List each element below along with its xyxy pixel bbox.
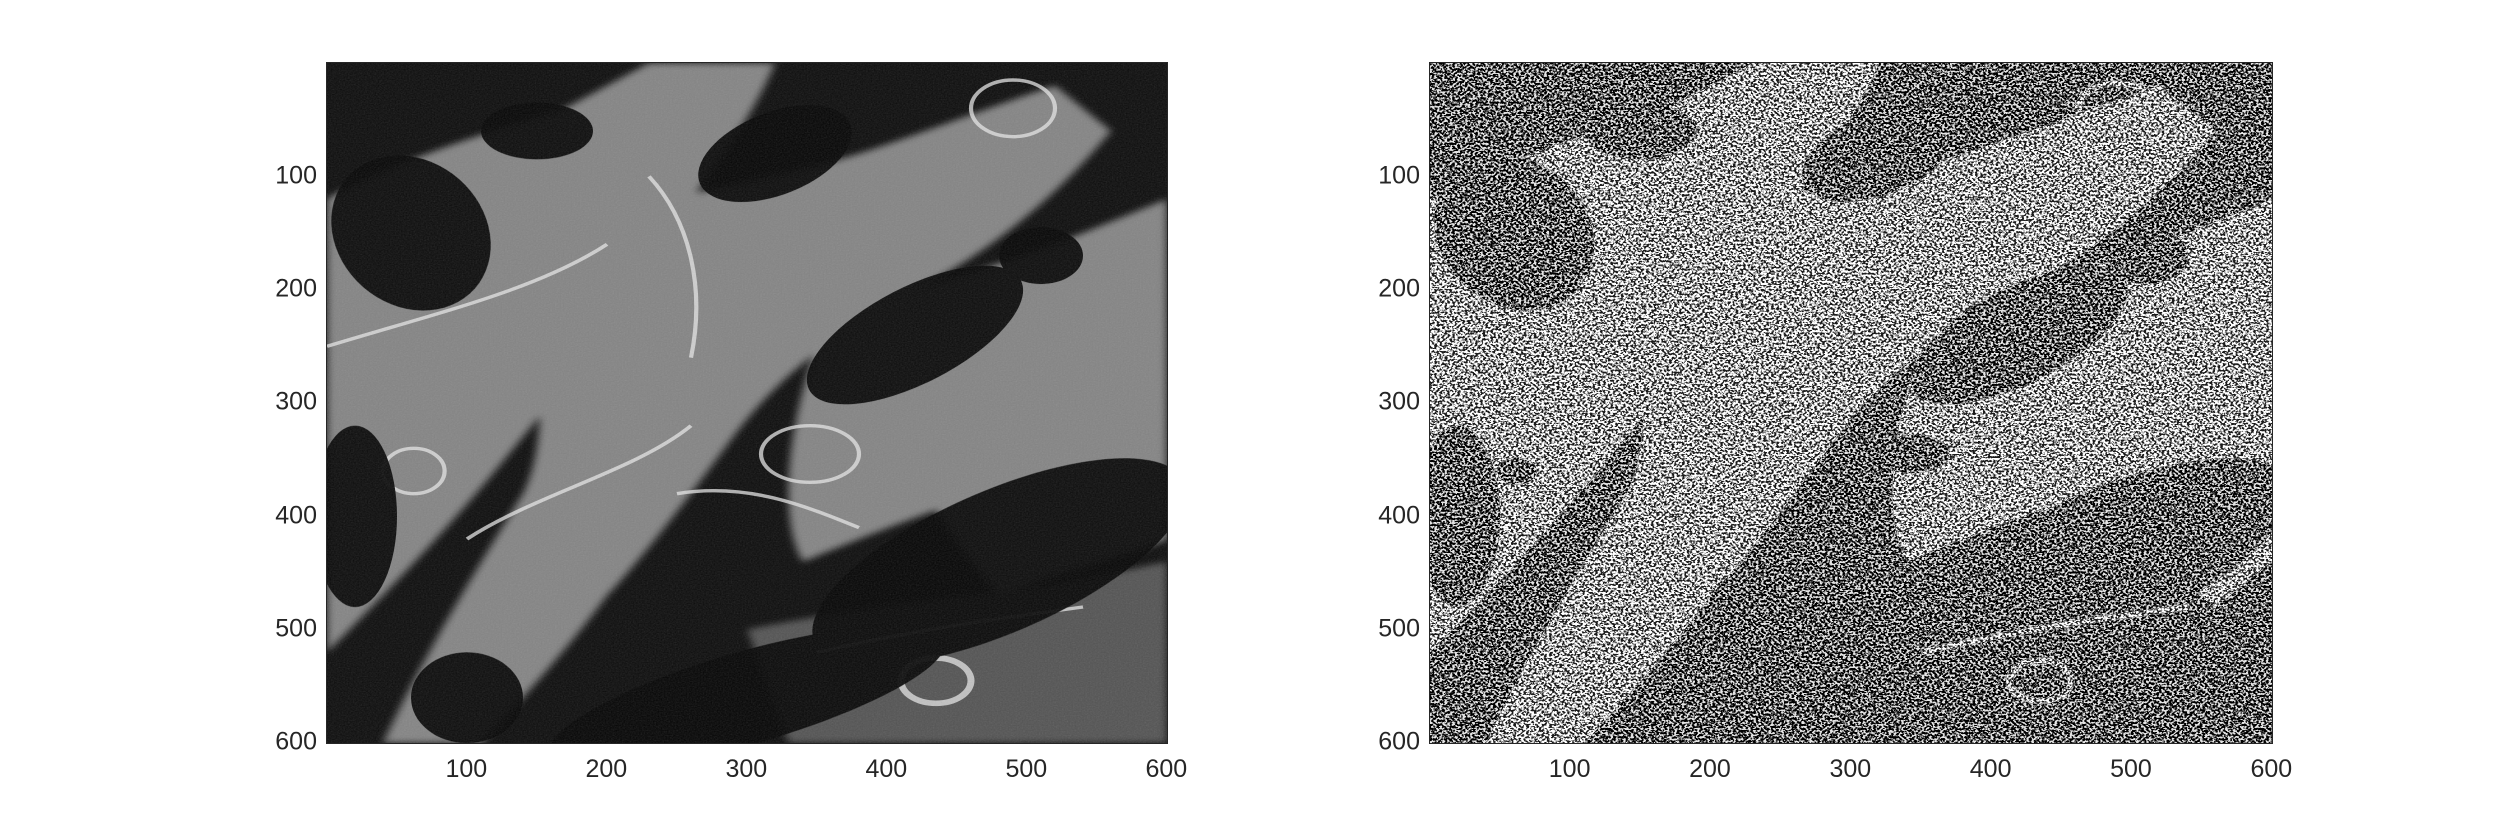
x-tick-label: 500 [1005,755,1048,783]
x-tick-label: 400 [865,755,908,783]
x-tick-label: 100 [445,755,488,783]
left-image-axes [326,62,1168,744]
y-tick-label: 400 [1378,501,1420,530]
binary-mask-image [1430,63,2272,743]
y-tick-label: 200 [275,274,317,303]
y-tick-label: 500 [275,614,317,643]
y-tick-label: 100 [275,161,317,190]
y-tick-label: 600 [1378,727,1420,756]
y-tick-label: 300 [275,387,317,416]
y-tick-label: 400 [275,501,317,530]
y-tick-label: 200 [1378,274,1420,303]
right-image-axes [1429,62,2273,744]
y-tick-label: 300 [1378,387,1420,416]
grayscale-cell-image [327,63,1167,743]
x-tick-label: 300 [1829,755,1872,783]
y-tick-label: 100 [1378,161,1420,190]
x-tick-label: 100 [1548,755,1591,783]
x-tick-label: 200 [1689,755,1731,783]
y-tick-label: 500 [1378,614,1420,643]
x-tick-label: 200 [585,755,628,783]
x-tick-label: 300 [725,755,768,783]
x-tick-label: 400 [1969,755,2012,783]
x-tick-label: 600 [2250,755,2293,783]
x-tick-label: 600 [1145,755,1188,783]
y-tick-label: 600 [275,727,317,756]
x-tick-label: 500 [2110,755,2152,783]
